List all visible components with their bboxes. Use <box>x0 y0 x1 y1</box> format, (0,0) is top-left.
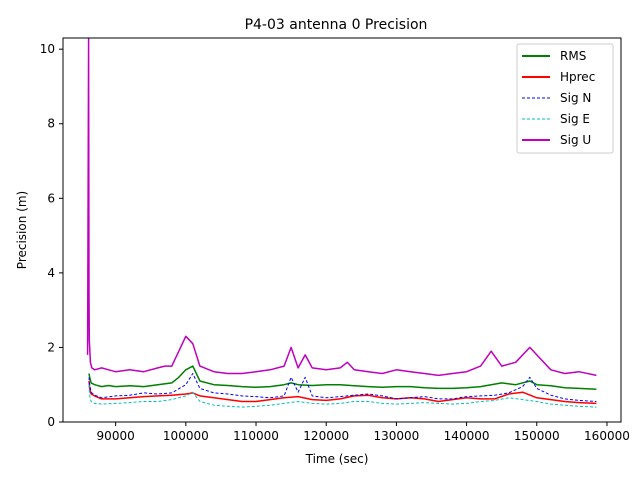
y-tick-label: 2 <box>47 340 55 354</box>
y-tick-label: 6 <box>47 191 55 205</box>
x-tick-label: 140000 <box>444 429 490 443</box>
legend-label: Sig N <box>560 91 591 105</box>
y-axis: 0 2 4 6 8 10 <box>40 42 63 429</box>
series-sig-e-line <box>88 384 597 408</box>
legend-label: Sig U <box>560 133 591 147</box>
x-tick-label: 160000 <box>584 429 630 443</box>
legend-label: Sig E <box>560 112 590 126</box>
x-tick-label: 120000 <box>303 429 349 443</box>
y-tick-label: 8 <box>47 117 55 131</box>
y-tick-label: 0 <box>47 415 55 429</box>
legend-label: RMS <box>560 49 586 63</box>
y-tick-label: 10 <box>40 42 55 56</box>
chart-title: P4-03 antenna 0 Precision <box>245 17 428 33</box>
legend-box <box>516 43 614 154</box>
series-rms-line <box>88 365 597 390</box>
legend-label: Hprec <box>560 70 595 84</box>
series-sig-n-line <box>88 373 597 402</box>
series-sig-u-line <box>86 38 597 377</box>
series-hprec-line <box>88 380 597 405</box>
y-tick-label: 4 <box>47 266 55 280</box>
x-tick-label: 110000 <box>233 429 279 443</box>
x-tick-label: 100000 <box>163 429 209 443</box>
x-tick-label: 90000 <box>97 429 135 443</box>
x-tick-label: 150000 <box>514 429 560 443</box>
legend: RMS Hprec Sig N Sig E Sig U <box>516 43 614 154</box>
x-tick-label: 130000 <box>373 429 419 443</box>
x-axis: 90000 100000 110000 120000 130000 140000 15000… <box>97 422 630 443</box>
plot-frame <box>62 37 622 423</box>
series-layer <box>86 38 597 408</box>
x-axis-label: Time (sec) <box>305 452 369 466</box>
y-axis-label: Precision (m) <box>15 191 29 269</box>
